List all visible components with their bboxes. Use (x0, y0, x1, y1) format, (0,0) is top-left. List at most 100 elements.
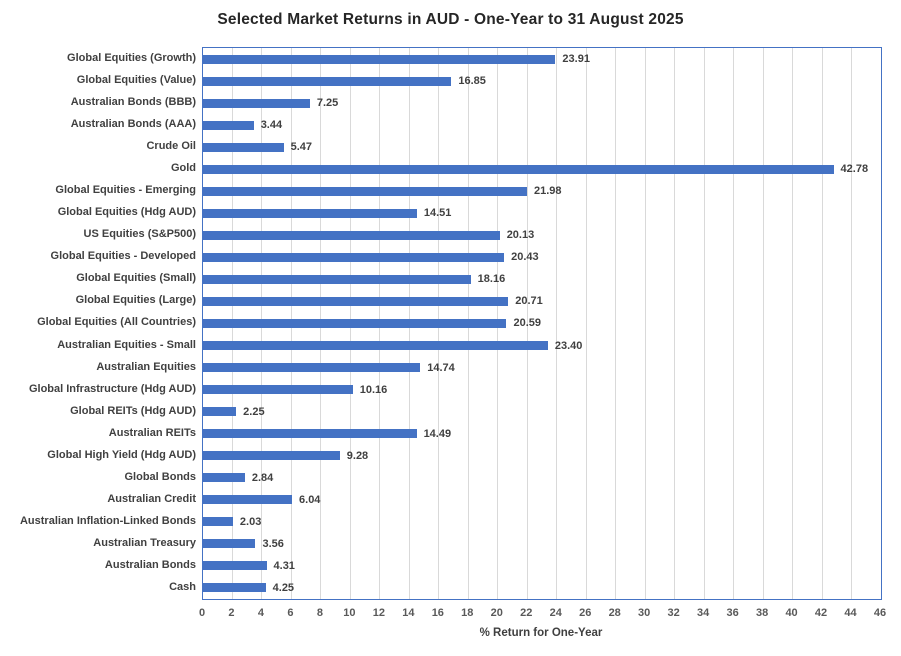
bar (203, 98, 310, 108)
gridline (674, 48, 676, 599)
bar (203, 385, 353, 395)
bar-value-label: 4.31 (273, 559, 295, 572)
category-label: Australian Inflation-Linked Bonds (19, 514, 196, 527)
x-axis-title: % Return for One-Year (479, 627, 603, 639)
bar-value-label: 14.51 (423, 207, 452, 220)
x-tick-label: 32 (667, 607, 680, 619)
category-label: Australian Equities (96, 360, 196, 373)
x-tick-label: 36 (726, 607, 739, 619)
gridline (762, 48, 764, 599)
gridline (851, 48, 853, 599)
bar-value-label: 20.13 (506, 229, 535, 242)
category-axis: Global Equities (Growth) Global Equities … (0, 47, 196, 598)
category-label: Global Equities (Small) (76, 272, 196, 285)
x-tick-label: 46 (873, 607, 887, 619)
gridline (556, 48, 558, 599)
category-label: Global Equities - Developed (50, 250, 196, 263)
category-label: Australian Bonds (BBB) (70, 96, 196, 109)
bar-value-label: 2.84 (251, 471, 274, 484)
category-label: Global Equities (Large) (75, 294, 196, 307)
bar-value-label: 5.47 (290, 141, 313, 154)
x-tick-label: 26 (579, 607, 592, 619)
category-label: Australian REITs (108, 426, 196, 439)
bar-value-label: 10.16 (359, 383, 388, 396)
bar (203, 186, 527, 196)
bar-value-label: 20.43 (511, 251, 539, 264)
x-tick-label: 22 (520, 607, 533, 619)
bar-value-label: 3.44 (260, 119, 283, 132)
bar-value-label: 16.85 (458, 75, 486, 88)
gridline (703, 48, 705, 599)
gridline (615, 48, 617, 599)
x-tick-label: 42 (814, 607, 828, 619)
category-label: Australian Treasury (93, 536, 196, 549)
x-tick-label: 8 (316, 607, 323, 619)
category-label: Australian Equities - Small (57, 338, 196, 351)
x-tick-label: 12 (372, 607, 385, 619)
bar (203, 76, 452, 86)
x-tick-label: 0 (198, 607, 206, 619)
bar (203, 407, 237, 417)
gridline (792, 48, 794, 599)
gridline (821, 48, 823, 599)
category-label: Global High Yield (Hdg AUD) (47, 448, 196, 461)
x-tick-label: 34 (697, 607, 710, 619)
bar-value-label: 6.04 (299, 493, 321, 506)
bar (203, 319, 507, 328)
bar (203, 274, 471, 284)
category-label: Australian Bonds (AAA) (70, 118, 196, 131)
x-tick-label: 40 (785, 607, 798, 619)
x-tick-label: 14 (402, 607, 415, 619)
bar-value-label: 18.16 (477, 273, 506, 286)
x-tick-label: 38 (755, 607, 769, 619)
x-tick-label: 24 (549, 607, 562, 619)
category-label: Global Equities (Growth) (67, 52, 196, 64)
x-tick-label: 6 (287, 607, 294, 619)
bar (203, 208, 417, 218)
x-tick-label: 44 (844, 607, 857, 619)
bar-value-label: 23.91 (562, 53, 590, 65)
bar (203, 142, 284, 152)
x-tick-label: 16 (431, 607, 444, 619)
bar (203, 473, 245, 483)
category-label: Global Equities (All Countries) (37, 316, 196, 329)
bar (203, 164, 834, 174)
category-label: Global Equities (Hdg AUD) (57, 206, 196, 219)
x-tick-label: 4 (257, 607, 265, 619)
bar-value-label: 7.25 (316, 97, 339, 110)
x-tick-label: 2 (228, 607, 235, 619)
category-label: Global REITs (Hdg AUD) (70, 404, 196, 417)
x-tick-label: 10 (343, 607, 356, 619)
category-label: Australian Bonds (104, 558, 196, 571)
bar (203, 429, 417, 439)
category-label: Global Bonds (124, 470, 197, 483)
category-label: Global Infrastructure (Hdg AUD) (28, 382, 196, 395)
category-label: Crude Oil (146, 140, 196, 153)
bar (203, 539, 256, 549)
plot-area: 23.91 16.85 7.25 3.44 5.47 42.78 21.98 14.51 20.… (202, 47, 882, 600)
category-label: Australian Credit (107, 492, 196, 505)
category-label: Global Equities (Value) (76, 74, 196, 87)
x-axis-ticks: 0 2 4 6 8 10 12 14 16 18 20 22 24 26 28 30 32 34 36 38 40 42 4… (199, 606, 886, 620)
bar (203, 341, 548, 351)
gridline (526, 48, 528, 599)
bar-value-label: 3.56 (262, 537, 284, 550)
bar (203, 120, 254, 130)
category-label: US Equities (S&P500) (83, 228, 196, 241)
gridline (585, 48, 587, 599)
gridline (644, 48, 646, 599)
bar-value-label: 9.28 (346, 449, 369, 462)
bar (203, 495, 293, 505)
gridline (733, 48, 735, 599)
category-label: Cash (169, 580, 196, 593)
bar-value-label: 14.74 (427, 361, 455, 374)
bar-value-label: 2.03 (239, 515, 262, 528)
bar (203, 54, 556, 64)
x-tick-label: 20 (490, 607, 503, 619)
bar (203, 252, 505, 262)
x-tick-label: 30 (638, 607, 651, 619)
bar (203, 230, 500, 240)
bar-value-label: 21.98 (533, 185, 562, 198)
bar-value-label: 20.71 (515, 295, 543, 308)
